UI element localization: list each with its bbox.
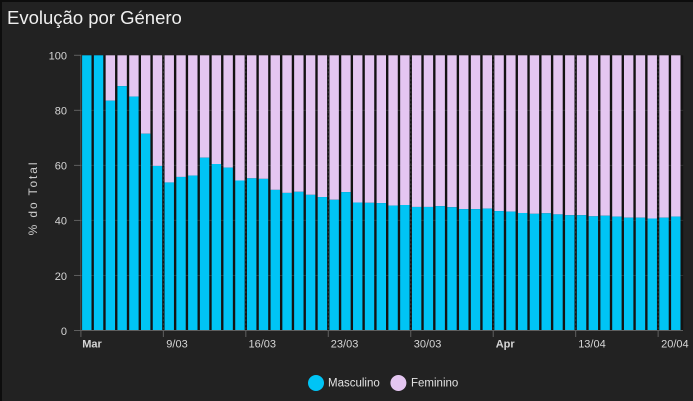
svg-text:0: 0 xyxy=(61,326,67,338)
svg-text:Masculino: Masculino xyxy=(328,378,380,390)
svg-text:60: 60 xyxy=(55,161,67,173)
svg-text:100: 100 xyxy=(49,51,67,63)
svg-text:Mar: Mar xyxy=(82,339,102,351)
svg-text:30/03: 30/03 xyxy=(414,339,442,351)
svg-text:20/04: 20/04 xyxy=(661,339,689,351)
svg-text:% do Total: % do Total xyxy=(26,161,40,236)
svg-text:Feminino: Feminino xyxy=(411,378,458,390)
svg-text:16/03: 16/03 xyxy=(249,339,277,351)
svg-text:9/03: 9/03 xyxy=(166,339,187,351)
svg-text:23/03: 23/03 xyxy=(331,339,359,351)
svg-text:40: 40 xyxy=(55,216,67,228)
svg-text:13/04: 13/04 xyxy=(578,339,606,351)
svg-text:Apr: Apr xyxy=(496,339,516,351)
svg-text:80: 80 xyxy=(55,106,67,118)
svg-text:20: 20 xyxy=(55,271,67,283)
